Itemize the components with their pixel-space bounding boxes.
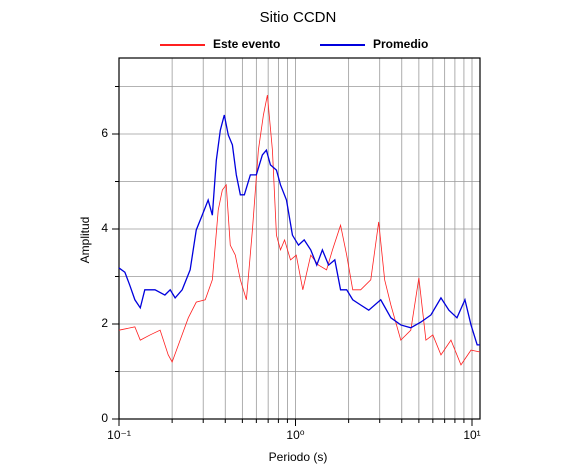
x-tick-label: 10⁻¹ bbox=[107, 428, 131, 442]
legend-label: Promedio bbox=[373, 37, 428, 51]
x-tick-label: 10¹ bbox=[463, 428, 480, 442]
y-tick-label: 2 bbox=[101, 316, 108, 330]
series-line bbox=[118, 94, 481, 366]
y-axis-label: Amplitud bbox=[78, 217, 92, 264]
legend-label: Este evento bbox=[213, 37, 280, 51]
plot-frame bbox=[118, 57, 481, 420]
x-tick-label: 10⁰ bbox=[286, 428, 304, 442]
y-tick-label: 6 bbox=[101, 126, 108, 140]
x-axis-label: Periodo (s) bbox=[269, 450, 328, 464]
series-line bbox=[118, 114, 480, 346]
y-tick-label: 0 bbox=[101, 411, 108, 425]
y-tick-label: 4 bbox=[101, 221, 108, 235]
chart-title: Sitio CCDN bbox=[260, 9, 337, 26]
